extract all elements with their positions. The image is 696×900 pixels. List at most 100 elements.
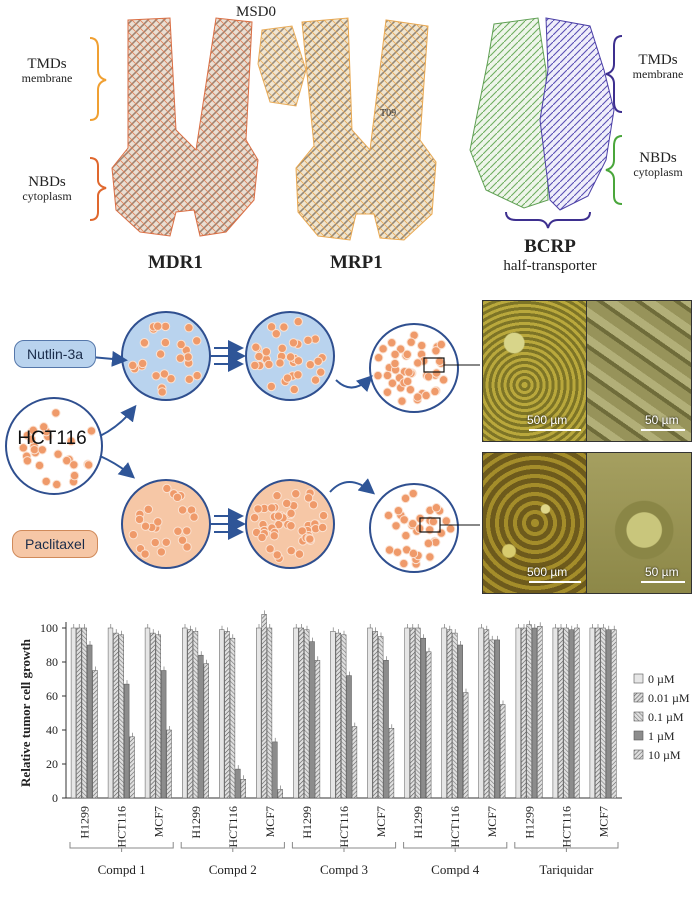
cell-dot bbox=[425, 525, 435, 535]
bar bbox=[372, 631, 378, 799]
cell-dot bbox=[140, 521, 151, 531]
cell-dot bbox=[279, 322, 289, 332]
cell-dot bbox=[390, 358, 400, 369]
cell-dot bbox=[404, 367, 414, 377]
bar bbox=[600, 627, 606, 799]
cell-dot bbox=[378, 344, 388, 354]
bar bbox=[589, 627, 595, 799]
scalebar-bottom-left bbox=[529, 581, 581, 583]
cell-dot bbox=[402, 376, 413, 387]
x-tick-label: MCF7 bbox=[485, 806, 499, 837]
bar bbox=[367, 627, 373, 799]
legend-label: 0.1 µM bbox=[648, 710, 684, 724]
scalebar-bottom-right bbox=[641, 581, 685, 583]
legend-swatch bbox=[633, 692, 644, 703]
cell-dot bbox=[265, 544, 275, 554]
mdr1-structure bbox=[111, 17, 259, 237]
cell-dot bbox=[18, 443, 29, 453]
group-label: Compd 4 bbox=[431, 862, 480, 877]
cell-dot bbox=[272, 491, 282, 501]
bar bbox=[611, 629, 617, 799]
bar bbox=[113, 632, 119, 799]
cell-dot bbox=[277, 343, 287, 354]
dish-nutlin-3 bbox=[369, 323, 459, 413]
bar bbox=[574, 627, 580, 799]
bar bbox=[198, 654, 204, 799]
scale-bottom-right: 50 µm bbox=[645, 565, 679, 579]
bar bbox=[81, 627, 87, 799]
cell-dot bbox=[175, 353, 186, 363]
dish-hct116 bbox=[5, 397, 103, 495]
cell-dot bbox=[305, 359, 316, 370]
cell-dot bbox=[52, 479, 62, 490]
bar bbox=[558, 627, 564, 799]
cell-dot bbox=[401, 530, 411, 541]
group-bracket bbox=[180, 842, 285, 852]
cell-dot bbox=[293, 356, 304, 366]
cell-dot bbox=[431, 346, 441, 356]
structure-illustrations bbox=[89, 17, 623, 241]
cell-dot bbox=[250, 360, 260, 371]
cell-dot bbox=[425, 552, 435, 562]
cell-dot bbox=[303, 335, 313, 346]
bar bbox=[70, 627, 77, 799]
bar bbox=[298, 627, 304, 799]
cell-dot bbox=[383, 510, 394, 521]
cell-dot bbox=[438, 375, 449, 385]
cell-dot bbox=[176, 339, 186, 350]
mrp1-title: MRP1 bbox=[330, 252, 383, 273]
bar bbox=[161, 670, 167, 799]
cell-dot bbox=[155, 349, 166, 359]
mdr1-tmds-brace bbox=[89, 37, 107, 121]
cell-dot bbox=[413, 358, 423, 368]
cell-dot bbox=[253, 504, 263, 514]
bar bbox=[388, 728, 395, 799]
cell-dot bbox=[177, 535, 188, 545]
bcrp-tmds-sub: membrane bbox=[632, 67, 684, 81]
x-tick-label: HCT116 bbox=[115, 806, 129, 848]
bar bbox=[415, 627, 421, 799]
bar bbox=[203, 663, 209, 799]
cell-dot bbox=[177, 505, 188, 515]
x-tick-label: MCF7 bbox=[374, 806, 388, 837]
bar bbox=[457, 644, 463, 799]
bar bbox=[192, 631, 199, 799]
cell-dot bbox=[62, 455, 72, 466]
cell-dot bbox=[128, 529, 138, 540]
cell-dot bbox=[192, 370, 202, 381]
cell-dot bbox=[423, 538, 434, 549]
cell-dot bbox=[83, 460, 94, 470]
cell-dot bbox=[412, 392, 423, 402]
bar bbox=[335, 632, 341, 799]
cell-dot bbox=[266, 322, 277, 332]
dish-paclitaxel-2 bbox=[245, 479, 335, 569]
cell-dot bbox=[317, 522, 328, 533]
legend-swatch bbox=[633, 711, 644, 722]
bar bbox=[144, 627, 151, 799]
mdr1-tmds-title: TMDs bbox=[27, 56, 67, 72]
cell-dot bbox=[417, 340, 427, 351]
x-tick-label: H1299 bbox=[78, 806, 92, 839]
cell-dot bbox=[166, 373, 176, 384]
bar bbox=[463, 692, 469, 799]
group-label: Tariquidar bbox=[539, 862, 594, 877]
bar bbox=[166, 729, 172, 799]
x-tick-label: MCF7 bbox=[152, 806, 166, 837]
legend-label: 10 µM bbox=[648, 748, 681, 762]
bar bbox=[309, 641, 315, 799]
group-bracket bbox=[69, 842, 174, 852]
cell-dot bbox=[305, 534, 315, 544]
cell-dot bbox=[286, 546, 296, 556]
mrp1-structure bbox=[295, 17, 437, 241]
cell-dot bbox=[431, 368, 442, 378]
cell-dot bbox=[66, 436, 76, 446]
cell-dot bbox=[183, 352, 193, 362]
bar bbox=[489, 639, 495, 799]
cell-dot bbox=[436, 528, 447, 538]
bar bbox=[515, 627, 521, 799]
bar bbox=[426, 651, 432, 799]
cell-dot bbox=[316, 367, 326, 377]
x-tick-label: HCT116 bbox=[226, 806, 240, 848]
mdr1-nbds-brace bbox=[89, 157, 107, 221]
cell-dot bbox=[400, 493, 411, 504]
